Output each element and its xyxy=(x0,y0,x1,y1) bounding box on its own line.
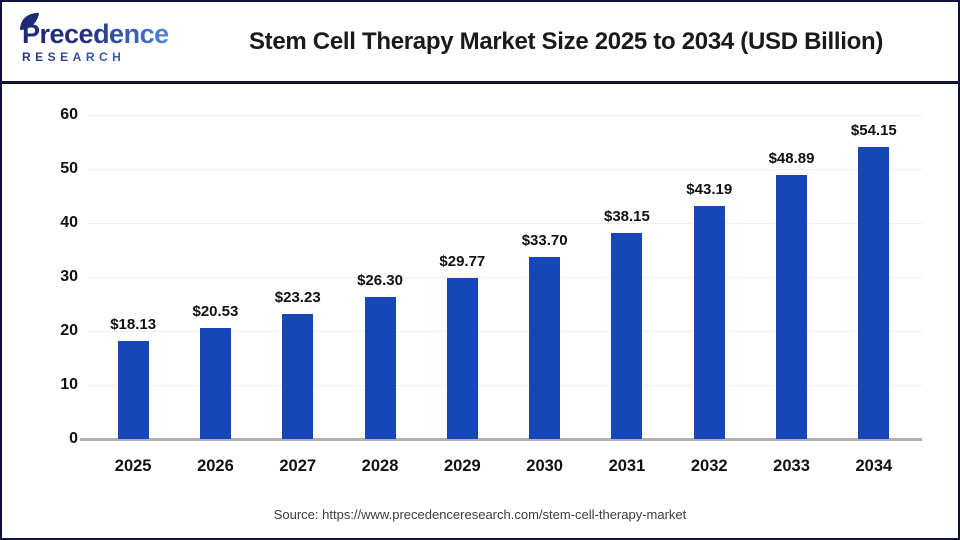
bar xyxy=(693,205,725,439)
x-axis-tick-label: 2029 xyxy=(443,457,481,475)
bar-value-label: $18.13 xyxy=(110,316,157,334)
gridline xyxy=(88,277,922,278)
bar xyxy=(858,146,890,439)
bar xyxy=(611,232,643,439)
y-axis-tick-label: 60 xyxy=(60,106,78,123)
bar xyxy=(282,313,314,439)
bar xyxy=(446,278,478,439)
y-axis-tick-label: 10 xyxy=(60,376,78,393)
x-axis-tick-label: 2028 xyxy=(361,457,399,475)
header-separator xyxy=(2,81,958,84)
bar-value-label: $20.53 xyxy=(192,303,239,321)
leaf-icon xyxy=(20,12,40,30)
chart-title: Stem Cell Therapy Market Size 2025 to 20… xyxy=(248,27,884,55)
bar xyxy=(199,328,231,439)
y-axis-tick-label: 20 xyxy=(60,322,78,339)
header: Precedence RESEARCH Stem Cell Therapy Ma… xyxy=(2,2,958,81)
y-axis-tick-label: 40 xyxy=(60,214,78,231)
y-axis-tick-label: 30 xyxy=(60,268,78,285)
bar-value-label: $23.23 xyxy=(274,288,321,306)
x-axis-tick-label: 2027 xyxy=(279,457,317,475)
x-axis-tick-label: 2031 xyxy=(608,457,646,475)
y-axis-tick-label: 0 xyxy=(69,430,78,447)
bar-value-label: $33.70 xyxy=(521,232,568,250)
gridline xyxy=(88,115,922,116)
bar-value-label: $29.77 xyxy=(439,253,486,271)
bar xyxy=(529,257,561,439)
logo-wordmark: Precedence xyxy=(22,18,169,49)
logo-subtext: RESEARCH xyxy=(22,51,192,63)
bar-chart: 0 10 20 30 40 50 60 $18.13 2025 $20.53 2026 $23.23 2… xyxy=(2,84,958,504)
x-axis-line xyxy=(80,438,922,441)
source-text: Source: https://www.precedenceresearch.c… xyxy=(273,507,687,522)
x-axis-tick-label: 2034 xyxy=(855,457,893,475)
gridline xyxy=(88,331,922,332)
gridline xyxy=(88,223,922,224)
gridline xyxy=(88,169,922,170)
logo: Precedence RESEARCH xyxy=(2,12,192,63)
y-axis-tick-label: 50 xyxy=(60,160,78,177)
x-axis-tick-label: 2025 xyxy=(114,457,152,475)
x-axis-tick-label: 2033 xyxy=(773,457,810,475)
bar-value-label: $54.15 xyxy=(850,121,897,139)
logo-wordmark-row: Precedence xyxy=(20,12,192,49)
bar-value-label: $48.89 xyxy=(768,149,815,167)
gridline xyxy=(88,385,922,386)
bar-value-label: $26.30 xyxy=(357,271,403,289)
x-axis-tick-label: 2032 xyxy=(690,457,728,475)
x-axis-tick-label: 2026 xyxy=(197,457,234,475)
bar xyxy=(364,296,396,439)
bar-value-label: $38.15 xyxy=(603,207,650,225)
bar xyxy=(776,174,808,439)
bar xyxy=(117,341,149,439)
bar-value-label: $43.19 xyxy=(686,180,733,198)
x-axis-tick-label: 2030 xyxy=(526,457,563,475)
